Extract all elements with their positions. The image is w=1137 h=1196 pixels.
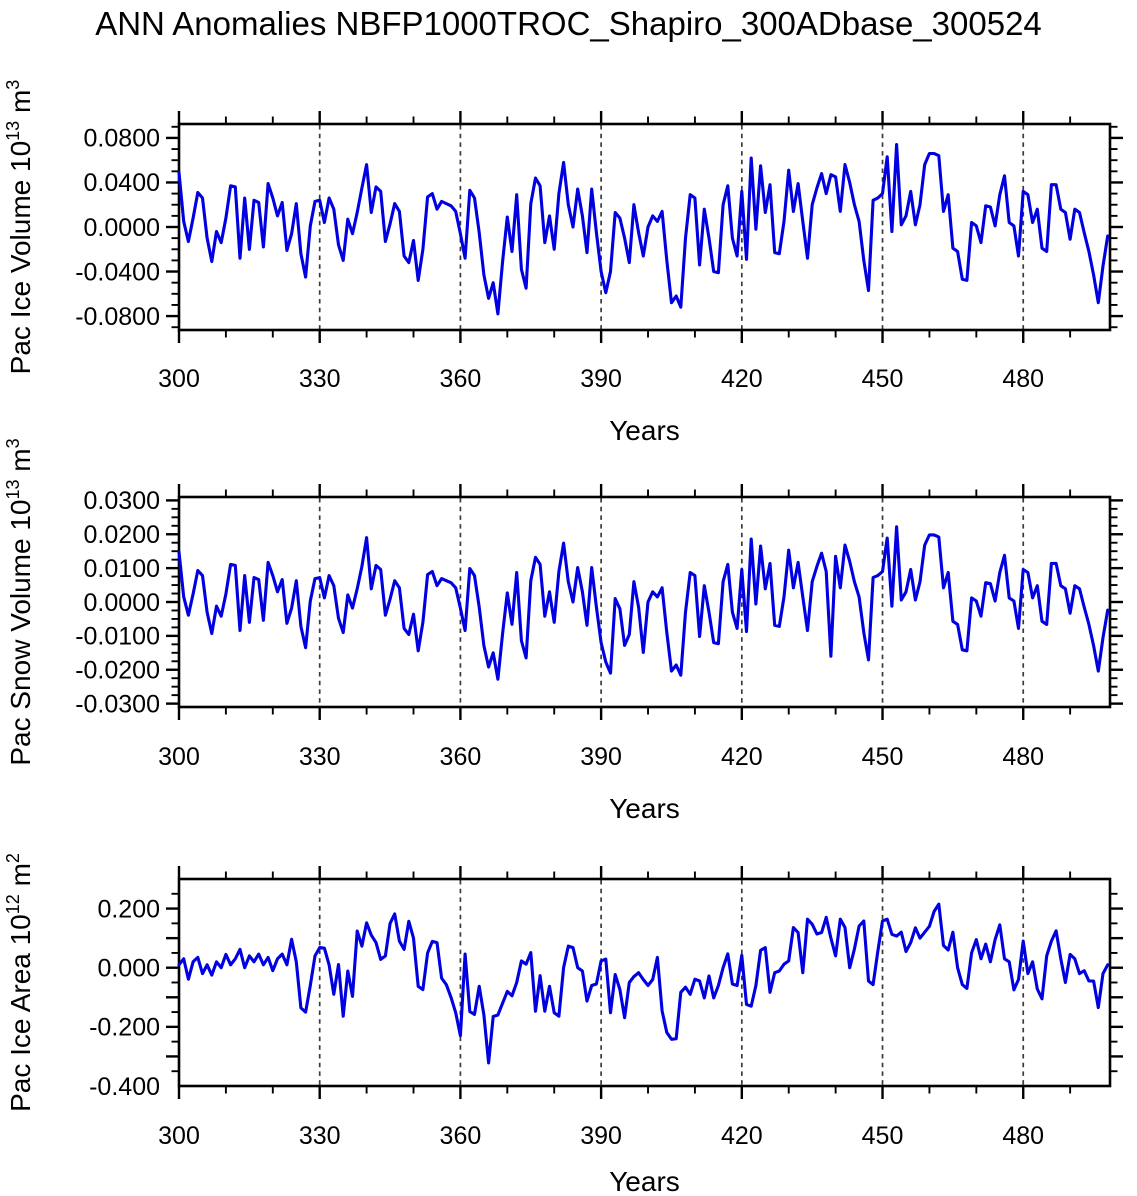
pac-snow-volume-x-tick-label-330: 330: [299, 743, 341, 771]
pac-snow-volume-series-line: [177, 525, 1110, 681]
pac-ice-area-panel: 300 330 360 390 420 450 480 0.200 0.000 -0.200 -0.…: [3, 853, 1123, 1196]
pac-ice-volume-x-tick-label-480: 480: [1002, 365, 1044, 393]
pac-snow-volume-panel: 300 330 360 390 420 450 480 0.0300 0.0200 0.0100 0…: [3, 438, 1123, 824]
pac-ice-volume-y-tick-label-0.0400: 0.0400: [84, 169, 160, 197]
pac-snow-volume-y-axis-title: Pac Snow Volume 1013 m3: [3, 438, 36, 765]
pac-snow-volume-y-tick-label-0.0000: 0.0000: [84, 589, 160, 617]
pac-ice-area-y-axis-title: Pac Ice Area 1012 m2: [3, 853, 36, 1112]
pac-snow-volume-y-tick-label--0.0100: -0.0100: [75, 623, 160, 651]
pac-ice-volume-x-tick-label-330: 330: [299, 365, 341, 393]
pac-snow-volume-y-tick-label-0.0200: 0.0200: [84, 521, 160, 549]
pac-ice-volume-y-tick-label--0.0400: -0.0400: [75, 258, 160, 286]
pac-ice-area-x-axis-title: Years: [609, 1166, 680, 1196]
pac-snow-volume-x-tick-label-450: 450: [862, 743, 904, 771]
chart-title: ANN Anomalies NBFP1000TROC_Shapiro_300AD…: [95, 5, 1042, 42]
pac-snow-volume-x-tick-label-390: 390: [580, 743, 622, 771]
pac-ice-volume-y-axis-title: Pac Ice Volume 1013 m3: [3, 80, 36, 375]
pac-ice-volume-y-tick-label-0.0000: 0.0000: [84, 214, 160, 242]
pac-ice-area-y-tick-label-0.200: 0.200: [97, 895, 160, 923]
pac-ice-volume-panel: 300 330 360 390 420 450 480 0.0800 0.0400 0.0000 -…: [3, 80, 1123, 446]
pac-ice-volume-x-tick-label-420: 420: [721, 365, 763, 393]
pac-ice-volume-y-tick-label--0.0800: -0.0800: [75, 303, 160, 331]
pac-snow-volume-y-tick-label-0.0100: 0.0100: [84, 555, 160, 583]
pac-ice-volume-series-line: [177, 143, 1110, 316]
pac-snow-volume-x-tick-label-480: 480: [1002, 743, 1044, 771]
pac-ice-area-x-tick-label-390: 390: [580, 1122, 622, 1150]
pac-snow-volume-y-tick-label-0.0300: 0.0300: [84, 487, 160, 515]
pac-ice-area-x-tick-label-450: 450: [862, 1122, 904, 1150]
pac-ice-area-x-tick-label-300: 300: [158, 1122, 200, 1150]
pac-ice-area-x-tick-label-360: 360: [440, 1122, 482, 1150]
pac-snow-volume-y-tick-label--0.0300: -0.0300: [75, 690, 160, 718]
pac-snow-volume-x-tick-label-420: 420: [721, 743, 763, 771]
pac-ice-area-x-tick-label-480: 480: [1002, 1122, 1044, 1150]
pac-ice-volume-x-tick-label-390: 390: [580, 365, 622, 393]
pac-ice-volume-x-axis-title: Years: [609, 415, 680, 446]
pac-ice-volume-x-tick-label-300: 300: [158, 365, 200, 393]
pac-snow-volume-x-tick-label-300: 300: [158, 743, 200, 771]
pac-snow-volume-x-axis-title: Years: [609, 793, 680, 824]
pac-snow-volume-x-tick-label-360: 360: [440, 743, 482, 771]
pac-ice-area-series-line: [177, 902, 1110, 1065]
pac-ice-area-x-tick-label-330: 330: [299, 1122, 341, 1150]
pac-ice-area-y-tick-label--0.400: -0.400: [89, 1073, 160, 1101]
pac-ice-area-y-tick-label--0.200: -0.200: [89, 1014, 160, 1042]
pac-ice-volume-y-tick-label-0.0800: 0.0800: [84, 125, 160, 153]
pac-snow-volume-y-tick-label--0.0200: -0.0200: [75, 656, 160, 684]
pac-ice-volume-x-tick-label-450: 450: [862, 365, 904, 393]
pac-ice-area-x-tick-label-420: 420: [721, 1122, 763, 1150]
pac-ice-volume-x-tick-label-360: 360: [440, 365, 482, 393]
pac-ice-area-y-tick-label-0.000: 0.000: [97, 954, 160, 982]
